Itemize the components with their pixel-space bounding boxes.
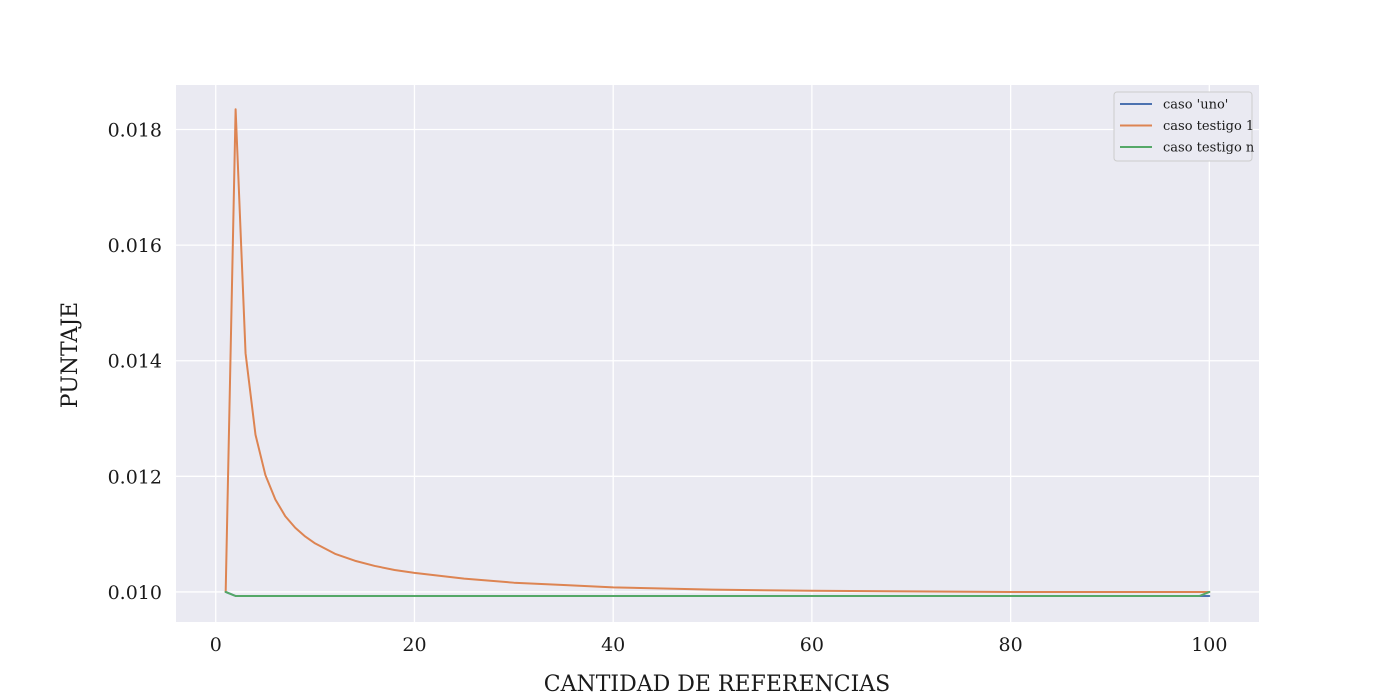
legend-label-2: caso testigo 1 bbox=[1163, 119, 1254, 134]
grid-lines bbox=[176, 85, 1259, 622]
x-axis-label: CANTIDAD DE REFERENCIAS bbox=[544, 672, 891, 697]
x-tick-label: 60 bbox=[800, 634, 824, 656]
x-tick-label: 40 bbox=[601, 634, 625, 656]
y-tick-label: 0.018 bbox=[108, 120, 162, 142]
y-axis-label: PUNTAJE bbox=[58, 302, 83, 408]
legend-box bbox=[1113, 91, 1253, 162]
x-tick-label: 0 bbox=[210, 634, 222, 656]
plot-background bbox=[176, 85, 1259, 622]
y-tick-label: 0.012 bbox=[108, 466, 162, 488]
x-tick-label: 20 bbox=[402, 634, 426, 656]
x-tick-label: 100 bbox=[1191, 634, 1227, 656]
series-line-3 bbox=[224, 590, 1211, 597]
series-layer bbox=[224, 108, 1211, 597]
legend-label-3: caso testigo n bbox=[1163, 141, 1255, 156]
y-tick-label: 0.010 bbox=[108, 582, 162, 604]
y-tick-label: 0.014 bbox=[108, 351, 162, 373]
y-tick-labels: 0.010 0.012 0.014 0.016 0.018 bbox=[108, 120, 162, 604]
legend: caso 'uno' caso testigo 1 caso testigo n bbox=[1113, 91, 1255, 162]
x-tick-label: 80 bbox=[999, 634, 1023, 656]
y-tick-label: 0.016 bbox=[108, 235, 162, 257]
series-line-2 bbox=[224, 108, 1211, 593]
x-tick-labels: 0 20 40 60 80 100 bbox=[210, 634, 1228, 656]
legend-label-1: caso 'uno' bbox=[1163, 98, 1228, 113]
